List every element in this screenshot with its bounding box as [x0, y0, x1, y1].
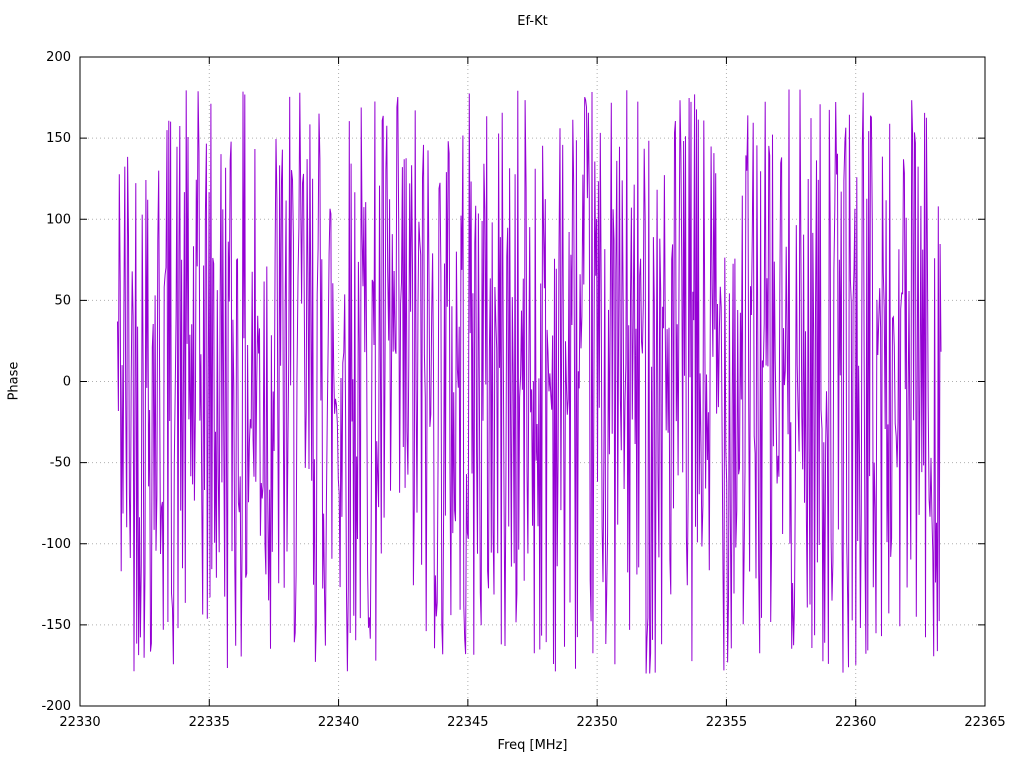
x-tick-label: 22335: [189, 715, 230, 730]
x-tick-label: 22330: [59, 715, 100, 730]
x-tick-label: 22350: [576, 715, 617, 730]
x-tick-label: 22355: [706, 715, 747, 730]
x-tick-label: 22360: [835, 715, 876, 730]
y-tick-label: -100: [41, 537, 71, 552]
y-tick-label: -200: [41, 699, 71, 714]
x-tick-label: 22365: [964, 715, 1005, 730]
phase-series-line: [117, 89, 942, 674]
chart-title: Ef-Kt: [517, 14, 548, 29]
y-tick-label: -50: [50, 456, 71, 471]
x-tick-label: 22340: [318, 715, 359, 730]
y-tick-label: 50: [54, 293, 71, 308]
y-tick-label: 200: [46, 50, 71, 65]
x-axis-label: Freq [MHz]: [497, 738, 568, 753]
plot-border: [79, 56, 986, 707]
x-tick-label: 22345: [447, 715, 488, 730]
y-tick-label: -150: [41, 618, 71, 633]
y-tick-label: 0: [63, 375, 71, 390]
y-tick-label: 150: [46, 131, 71, 146]
y-tick-label: 100: [46, 212, 71, 227]
